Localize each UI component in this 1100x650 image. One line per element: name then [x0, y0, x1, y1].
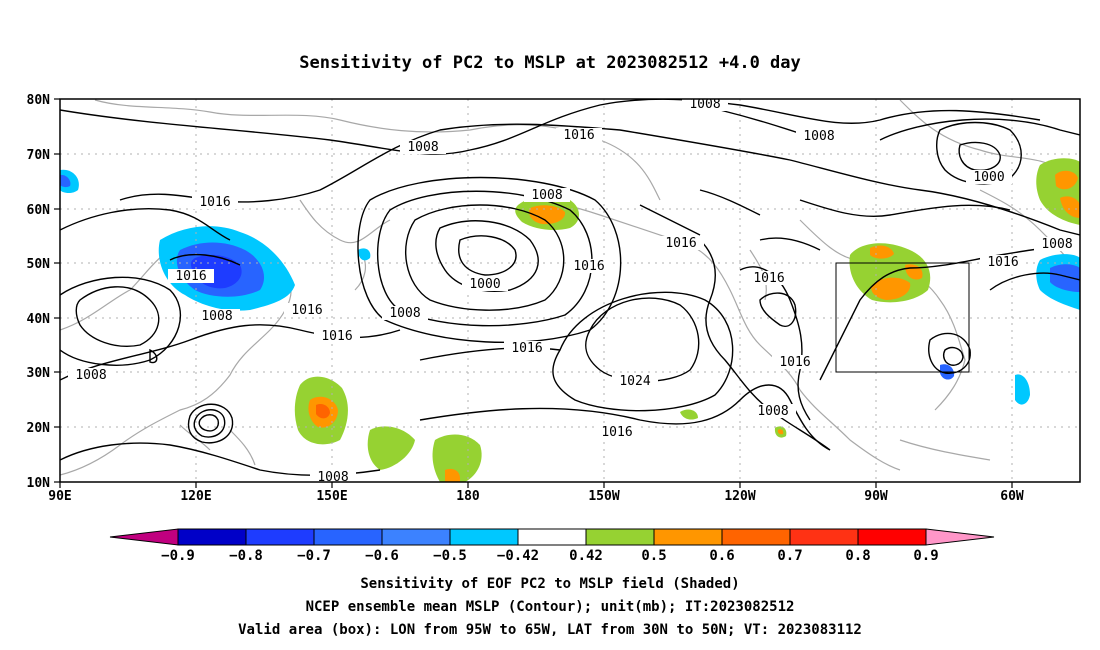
colorbar-label: 0.8: [845, 548, 870, 564]
caption-shaded: Sensitivity of EOF PC2 to MSLP field (Sh…: [360, 576, 739, 592]
contour-labels: 1008 1016 1008 1008 1016 1008 1016 1000 …: [68, 97, 1080, 485]
shade-pos-bering-core: [529, 205, 566, 225]
shade-neg-topleft-core: [60, 174, 71, 188]
shaded-sensitivity: [60, 158, 1080, 482]
lon-label: 60W: [1000, 489, 1024, 504]
shade-pos-small1: [680, 409, 698, 420]
lon-label: 120W: [724, 489, 755, 504]
tick-marks: [54, 98, 1013, 488]
lat-label: 10N: [27, 476, 51, 491]
colorbar-label: 0.6: [709, 548, 734, 564]
contour-label: 1016: [175, 269, 206, 284]
colorbar-label: −0.8: [229, 548, 263, 564]
lat-label: 30N: [27, 366, 51, 381]
shade-pos-small2-core: [777, 429, 784, 435]
latitude-labels: 80N 70N 60N 50N 40N 30N 20N 10N: [27, 93, 51, 491]
lat-label: 60N: [27, 203, 51, 218]
lon-label: 90W: [864, 489, 888, 504]
colorbar-segment: [313, 528, 383, 546]
colorbar-segment: [789, 528, 859, 546]
colorbar-segment: [245, 528, 315, 546]
contour-label: 1008: [407, 140, 438, 155]
contour-label: 1016: [573, 259, 604, 274]
contour-label: 1016: [601, 425, 632, 440]
shade-pos-trop1: [367, 426, 415, 470]
colorbar-label: −0.7: [297, 548, 331, 564]
contour-label: 1008: [201, 309, 232, 324]
lon-label: 120E: [180, 489, 211, 504]
lat-label: 40N: [27, 312, 51, 327]
colorbar-arrow-low: [109, 528, 179, 546]
caption-valid-area: Valid area (box): LON from 95W to 65W, L…: [238, 622, 862, 638]
colorbar-arrow-high: [925, 528, 995, 546]
colorbar-segment: [177, 528, 247, 546]
valid-area-box: [835, 262, 970, 373]
lon-label: 90E: [48, 489, 71, 504]
map-area: 1008 1016 1008 1008 1016 1008 1016 1000 …: [60, 97, 1080, 485]
shade-pos-atl-core1: [1055, 170, 1078, 190]
colorbar-label: 0.9: [913, 548, 938, 564]
contour-label: 1008: [1041, 237, 1072, 252]
lon-label: 150W: [588, 489, 619, 504]
longitude-labels: 90E 120E 150E 180 150W 120W 90W 60W: [48, 489, 1024, 504]
contour-label: 1000: [469, 277, 500, 292]
colorbar-label: 0.7: [777, 548, 802, 564]
contour-label: 1008: [803, 129, 834, 144]
contour-label: 1016: [563, 128, 594, 143]
contour-label: 1008: [531, 188, 562, 203]
colorbar-label: 0.42: [569, 548, 603, 564]
contour-label: 1008: [317, 470, 348, 485]
caption-contour: NCEP ensemble mean MSLP (Contour); unit(…: [306, 599, 795, 615]
colorbar: −0.9 −0.8 −0.7 −0.6 −0.5 −0.42 0.42 0.5 0.6 0.7 0.…: [109, 528, 995, 564]
colorbar-segment: [381, 528, 451, 546]
shade-pos-na-core: [871, 277, 911, 300]
contour-label: 1016: [753, 271, 784, 286]
contour-label: 1016: [511, 341, 542, 356]
shade-pos-trop2: [432, 434, 482, 482]
contour-label: 1016: [779, 355, 810, 370]
contour-label: 1016: [199, 195, 230, 210]
shade-pos-na-core2: [870, 245, 894, 259]
colorbar-label: −0.6: [365, 548, 399, 564]
colorbar-label: 0.5: [641, 548, 666, 564]
contour-label: 1016: [291, 303, 322, 318]
contour-label: 1008: [389, 306, 420, 321]
colorbar-segment: [653, 528, 723, 546]
colorbar-segment: [517, 528, 587, 546]
contour-label: 1016: [321, 329, 352, 344]
contour-label: 1000: [973, 170, 1004, 185]
contour-label: 1024: [619, 374, 650, 389]
colorbar-segment: [449, 528, 519, 546]
colorbar-segment: [857, 528, 927, 546]
shade-pos-westpac-core2: [316, 403, 330, 419]
contour-label: 1016: [665, 236, 696, 251]
shade-pos-trop2-core: [445, 468, 460, 482]
colorbar-segment: [585, 528, 655, 546]
contour-label: 1008: [757, 404, 788, 419]
map-title: Sensitivity of PC2 to MSLP at 2023082512…: [299, 53, 801, 73]
contour-label: 1008: [689, 97, 720, 112]
lat-label: 80N: [27, 93, 51, 108]
lon-label: 180: [456, 489, 480, 504]
lat-label: 20N: [27, 421, 51, 436]
colorbar-label: −0.42: [497, 548, 539, 564]
map-frame: [59, 98, 1081, 483]
contour-label: 1008: [75, 368, 106, 383]
lon-label: 150E: [316, 489, 347, 504]
lat-label: 70N: [27, 148, 51, 163]
shade-neg-right-core: [1050, 264, 1080, 292]
lat-label: 50N: [27, 257, 51, 272]
colorbar-label: −0.9: [161, 548, 195, 564]
colorbar-label: −0.5: [433, 548, 467, 564]
shade-pos-atl-core2: [1060, 196, 1080, 218]
shade-neg-atl: [1015, 374, 1030, 405]
contour-label: 1016: [987, 255, 1018, 270]
colorbar-segment: [721, 528, 791, 546]
shade-neg-small: [358, 248, 371, 261]
